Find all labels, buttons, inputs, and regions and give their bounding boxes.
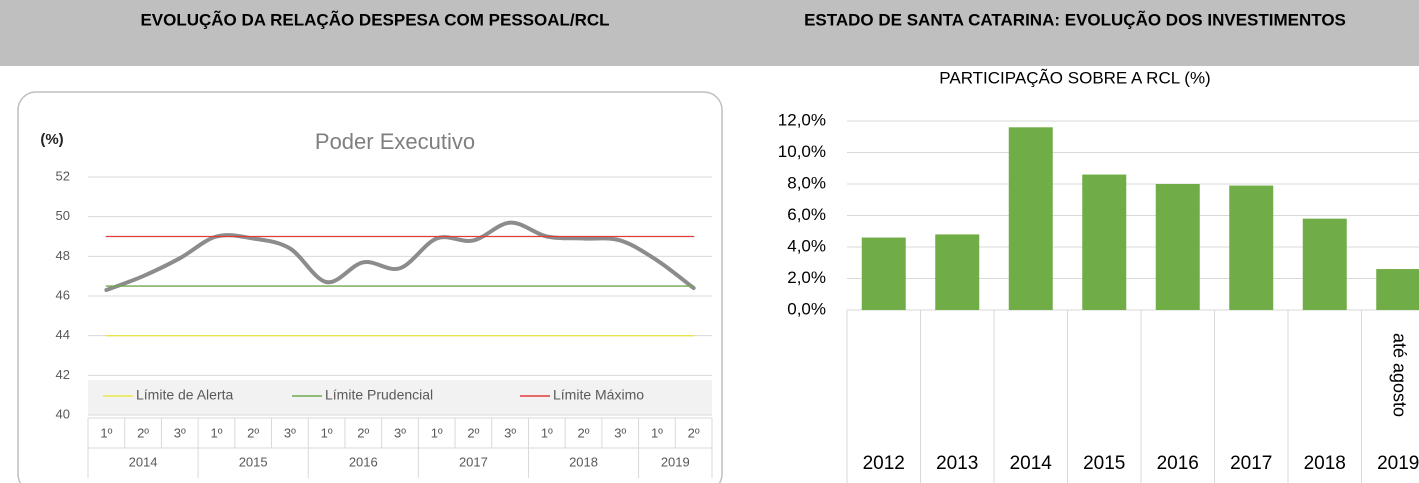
bar: [1302, 218, 1347, 310]
y-tick-label: 46: [56, 287, 70, 302]
x-tick-label: 2º: [688, 425, 700, 440]
x-tick-label: 3º: [504, 425, 516, 440]
bar: [935, 234, 980, 310]
x-tick-label: 2018: [1304, 453, 1346, 474]
legend-label: Límite de Alerta: [136, 387, 233, 403]
x-tick-label: 2019: [1377, 453, 1419, 474]
x-tick-label: 2º: [137, 425, 149, 440]
header-title: ESTADO DE SANTA CATARINA: EVOLUÇÃO DOS I…: [804, 9, 1346, 29]
y-tick-label: 2,0%: [787, 268, 826, 287]
y-tick-label: 40: [56, 406, 70, 421]
x-tick-label: 2º: [247, 425, 259, 440]
plot-lower: [88, 380, 712, 415]
x-tick-label: 2º: [578, 425, 590, 440]
y-tick-label: 10,0%: [778, 142, 826, 161]
x-tick-label: 2016: [1157, 453, 1199, 474]
x-tick-label: 2014: [1010, 453, 1053, 474]
group-label: 2018: [569, 454, 598, 469]
annotation: até agosto: [1390, 333, 1410, 417]
group-label: 2015: [239, 454, 268, 469]
x-tick-label: 2º: [357, 425, 369, 440]
y-tick-label: 44: [56, 327, 70, 342]
x-tick-label: 2015: [1083, 453, 1125, 474]
y-tick-label: 4,0%: [787, 236, 826, 255]
y-tick-label: 8,0%: [787, 173, 826, 192]
chart-subtitle: PARTICIPAÇÃO SOBRE A RCL (%): [939, 68, 1210, 87]
bar: [1229, 185, 1274, 310]
y-tick-label: 48: [56, 248, 70, 263]
x-tick-label: 3º: [284, 425, 296, 440]
x-tick-label: 1º: [321, 425, 333, 440]
header-band: [0, 0, 1419, 66]
y-tick-label: 42: [56, 367, 70, 382]
x-tick-label: 2012: [863, 453, 905, 474]
y-tick-label: 6,0%: [787, 205, 826, 224]
x-tick-label: 1º: [651, 425, 663, 440]
x-tick-label: 1º: [100, 425, 112, 440]
legend-label: Límite Máximo: [553, 387, 644, 403]
legend-label: Límite Prudencial: [325, 387, 433, 403]
bar: [1376, 269, 1419, 310]
x-tick-label: 3º: [394, 425, 406, 440]
bar: [861, 237, 906, 310]
bar: [1155, 184, 1200, 310]
group-label: 2014: [129, 454, 158, 469]
x-tick-label: 1º: [541, 425, 553, 440]
x-tick-label: 3º: [614, 425, 626, 440]
bar: [1082, 174, 1127, 310]
group-label: 2017: [459, 454, 488, 469]
group-label: 2019: [661, 454, 690, 469]
x-tick-label: 1º: [431, 425, 443, 440]
x-tick-label: 2º: [467, 425, 479, 440]
y-tick-label: 52: [56, 168, 70, 183]
y-tick-label: 50: [56, 208, 70, 223]
y-tick-label: 0,0%: [787, 299, 826, 318]
axis-label: (%): [40, 131, 63, 148]
x-tick-label: 3º: [174, 425, 186, 440]
data-line: [104, 220, 696, 293]
group-label: 2016: [349, 454, 378, 469]
x-tick-label: 1º: [210, 425, 222, 440]
x-tick-label: 2013: [936, 453, 978, 474]
bar: [1008, 127, 1053, 310]
header-title: EVOLUÇÃO DA RELAÇÃO DESPESA COM PESSOAL/…: [140, 9, 609, 29]
y-tick-label: 12,0%: [778, 110, 826, 129]
chart-title: Poder Executivo: [315, 129, 475, 154]
x-tick-label: 2017: [1230, 453, 1272, 474]
